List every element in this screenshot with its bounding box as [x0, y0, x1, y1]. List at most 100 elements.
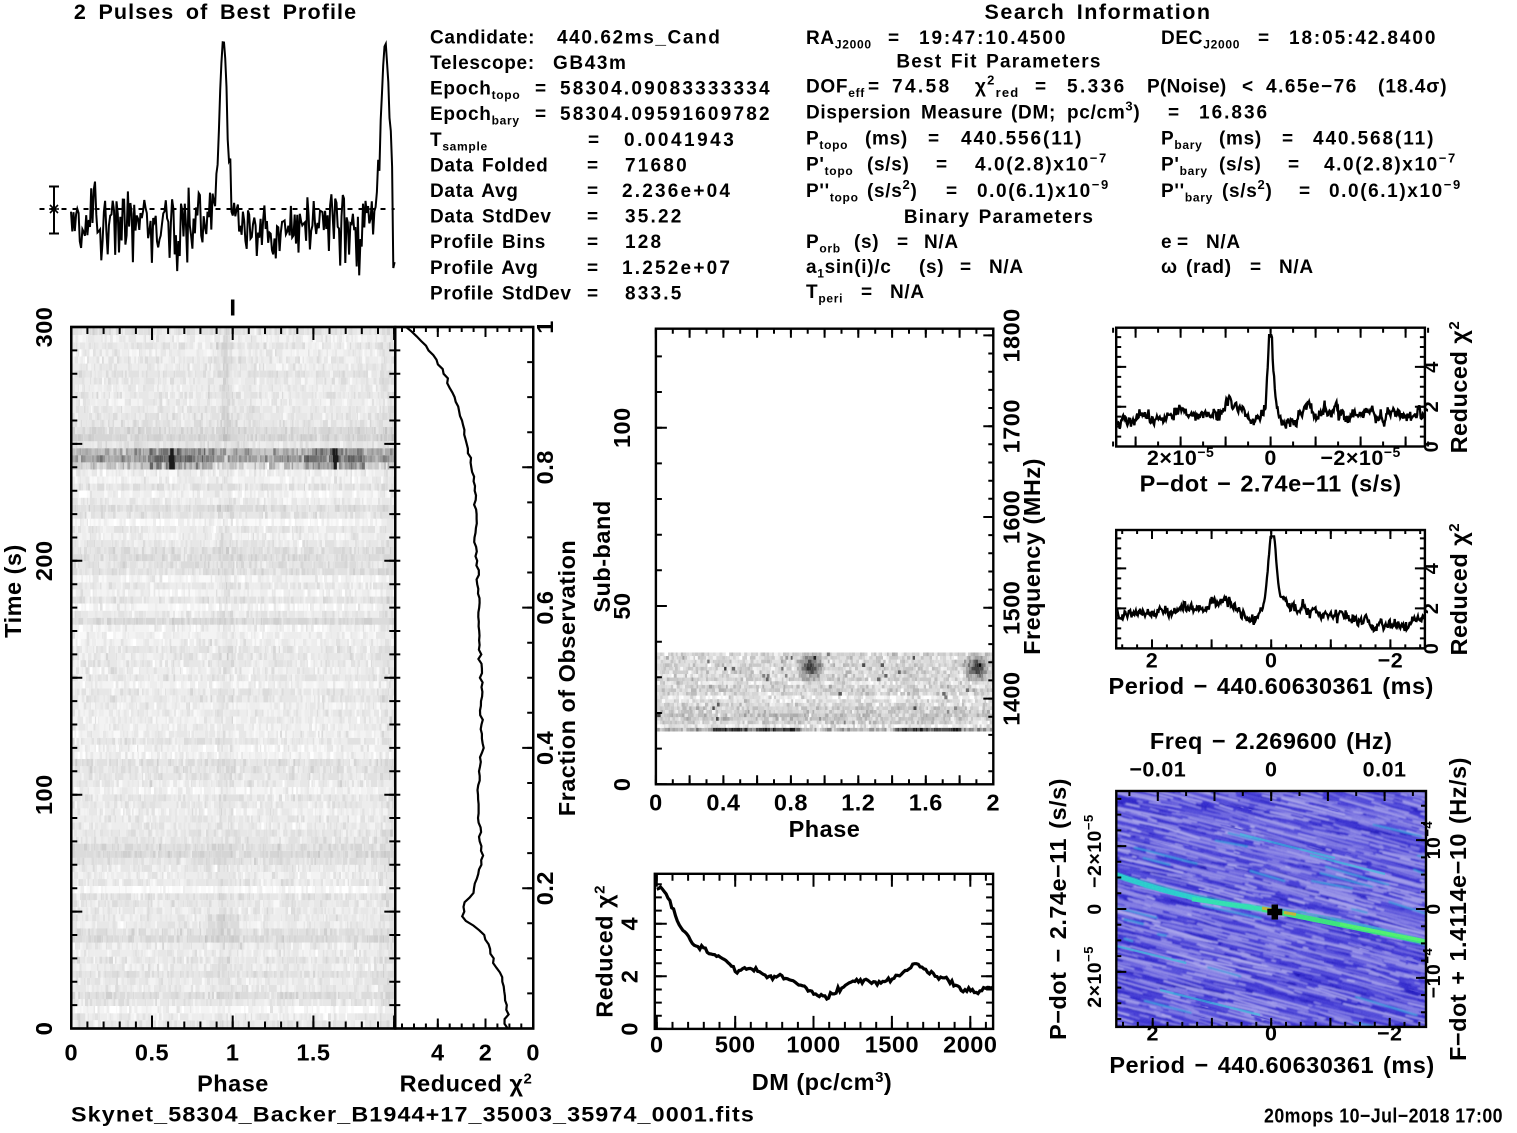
svg-text:0.8: 0.8 [532, 450, 558, 484]
svg-text:(DM;: (DM; [1011, 102, 1056, 123]
svg-text:=: = [1258, 28, 1270, 49]
svg-text:−2×10−5​: −2×10−5​ [1081, 814, 1106, 888]
svg-text:0.2: 0.2 [532, 871, 558, 905]
svg-text:<: < [1242, 76, 1254, 97]
svg-text:e: e [1161, 232, 1173, 253]
svg-text:P''topo​: P''topo​ [806, 181, 859, 205]
svg-text:χ2red​: χ2red​ [975, 72, 1019, 100]
svg-text:0: 0 [526, 1040, 540, 1066]
svg-text:440.556(11): 440.556(11) [961, 129, 1083, 150]
svg-text:Phase: Phase [197, 1071, 269, 1097]
svg-text:=: = [1282, 129, 1294, 150]
svg-text:1.2: 1.2 [841, 790, 875, 816]
svg-text:N/A: N/A [924, 232, 959, 253]
svg-text:(s/s): (s/s) [1219, 155, 1262, 176]
svg-text:=: = [587, 283, 599, 304]
svg-text:Phase: Phase [789, 816, 861, 842]
svg-text:−10−4​: −10−4​ [1420, 948, 1445, 999]
svg-text:RAJ2000​: RAJ2000​ [806, 28, 872, 52]
svg-text:=: = [946, 181, 958, 202]
svg-text:Epochbary​: Epochbary​ [430, 104, 520, 128]
svg-text:=: = [587, 181, 599, 202]
svg-text:1: 1 [532, 320, 558, 334]
svg-text:0: 0 [65, 1040, 79, 1066]
svg-text:1500: 1500 [865, 1031, 919, 1057]
svg-text:0.5: 0.5 [135, 1040, 169, 1066]
svg-text:(s/s2​): (s/s2​) [1222, 177, 1273, 202]
svg-text:=: = [888, 28, 900, 49]
svg-text:(s/s): (s/s) [867, 155, 910, 176]
svg-text:=: = [936, 155, 948, 176]
svg-text:1.5: 1.5 [296, 1040, 330, 1066]
svg-text:500: 500 [715, 1031, 756, 1057]
svg-text:Pbary​: Pbary​ [1161, 129, 1203, 153]
svg-text:10−4​: 10−4​ [1420, 821, 1445, 860]
svg-text:0: 0 [1421, 441, 1443, 453]
svg-text:2.236e+04: 2.236e+04 [622, 181, 732, 202]
svg-text:4: 4 [1421, 361, 1443, 373]
svg-text:2000: 2000 [943, 1031, 997, 1057]
svg-text:Best Fit Parameters: Best Fit Parameters [896, 51, 1101, 72]
svg-text:Tsample​: Tsample​ [430, 130, 488, 154]
svg-text:Candidate:: Candidate: [430, 27, 535, 48]
svg-text:0.8: 0.8 [774, 790, 808, 816]
svg-text:=: = [1035, 76, 1047, 97]
svg-text:−2: −2 [1377, 1021, 1403, 1045]
svg-text:Search Information: Search Information [985, 0, 1212, 24]
svg-text:DOFeff​: DOFeff​ [806, 76, 865, 100]
svg-text:Sub-band: Sub-band [589, 500, 615, 612]
svg-text:a1​sin(i)/c: a1​sin(i)/c [806, 257, 892, 281]
svg-text:20mops 10−Jul−2018 17:00: 20mops 10−Jul−2018 17:00 [1264, 1106, 1503, 1128]
svg-text:1.6: 1.6 [909, 790, 943, 816]
svg-text:0.6: 0.6 [532, 591, 558, 625]
svg-text:1.252e+07: 1.252e+07 [622, 258, 732, 279]
svg-text:0: 0 [31, 1022, 57, 1036]
svg-text:Telescope:: Telescope: [430, 53, 535, 74]
svg-text:74.58: 74.58 [892, 76, 952, 97]
svg-text:100: 100 [31, 774, 57, 815]
svg-text:2 Pulses of Best Profile: 2 Pulses of Best Profile [74, 0, 357, 24]
svg-text:Tperi​: Tperi​ [806, 282, 843, 306]
svg-text:1: 1 [226, 1040, 240, 1066]
svg-text:1000: 1000 [786, 1031, 840, 1057]
svg-text:4: 4 [1421, 562, 1443, 574]
svg-text:Dispersion: Dispersion [806, 102, 911, 123]
svg-text:Reduced χ2​: Reduced χ2​ [592, 885, 618, 1018]
svg-text:=: = [587, 232, 599, 253]
svg-text:=: = [1250, 257, 1262, 278]
svg-text:(s): (s) [919, 257, 944, 278]
svg-text:Fraction of Observation: Fraction of Observation [554, 540, 580, 817]
svg-text:0: 0 [1423, 903, 1445, 914]
svg-text:F−dot + 1.4114e−10 (Hz/s): F−dot + 1.4114e−10 (Hz/s) [1445, 757, 1471, 1061]
svg-text:0.0(6.1)x10−9​: 0.0(6.1)x10−9​ [1329, 177, 1462, 202]
svg-text:58304.09083333334: 58304.09083333334 [560, 79, 772, 100]
svg-text:0.4: 0.4 [706, 790, 740, 816]
svg-text:Ptopo​: Ptopo​ [806, 129, 848, 153]
svg-text:0: 0 [31, 1022, 57, 1036]
svg-text:(ms): (ms) [1219, 129, 1262, 150]
svg-text:2×10−5​: 2×10−5​ [1147, 444, 1214, 470]
svg-text:−2: −2 [1378, 648, 1404, 672]
svg-text:Data Avg: Data Avg [430, 181, 519, 202]
svg-text:4.65e−76: 4.65e−76 [1266, 76, 1358, 97]
svg-text:P−dot − 2.74e−11 (s/s): P−dot − 2.74e−11 (s/s) [1140, 471, 1402, 497]
svg-text:DECJ2000​: DECJ2000​ [1161, 28, 1240, 52]
svg-text:Data Folded: Data Folded [430, 155, 548, 176]
svg-text:0: 0 [1264, 446, 1276, 470]
svg-text:DM (pc/cm3​): DM (pc/cm3​) [752, 1069, 893, 1095]
svg-text:1700: 1700 [998, 399, 1024, 453]
svg-text:200: 200 [31, 540, 57, 581]
svg-text:1500: 1500 [998, 581, 1024, 635]
svg-text:50: 50 [609, 592, 635, 619]
svg-text:=: = [587, 155, 599, 176]
svg-text:0: 0 [1084, 903, 1106, 914]
svg-text:2: 2 [987, 790, 1001, 816]
svg-text:Frequency (MHz): Frequency (MHz) [1019, 458, 1045, 655]
svg-text:=: = [535, 79, 547, 100]
svg-text:5.336: 5.336 [1067, 76, 1127, 97]
svg-text:4.0(2.8)x10−7​: 4.0(2.8)x10−7​ [975, 151, 1108, 176]
svg-text:19:47:10.4500: 19:47:10.4500 [919, 28, 1067, 49]
svg-text:1800: 1800 [998, 308, 1024, 362]
svg-text:0: 0 [616, 1022, 642, 1036]
svg-text:0: 0 [1421, 643, 1443, 655]
